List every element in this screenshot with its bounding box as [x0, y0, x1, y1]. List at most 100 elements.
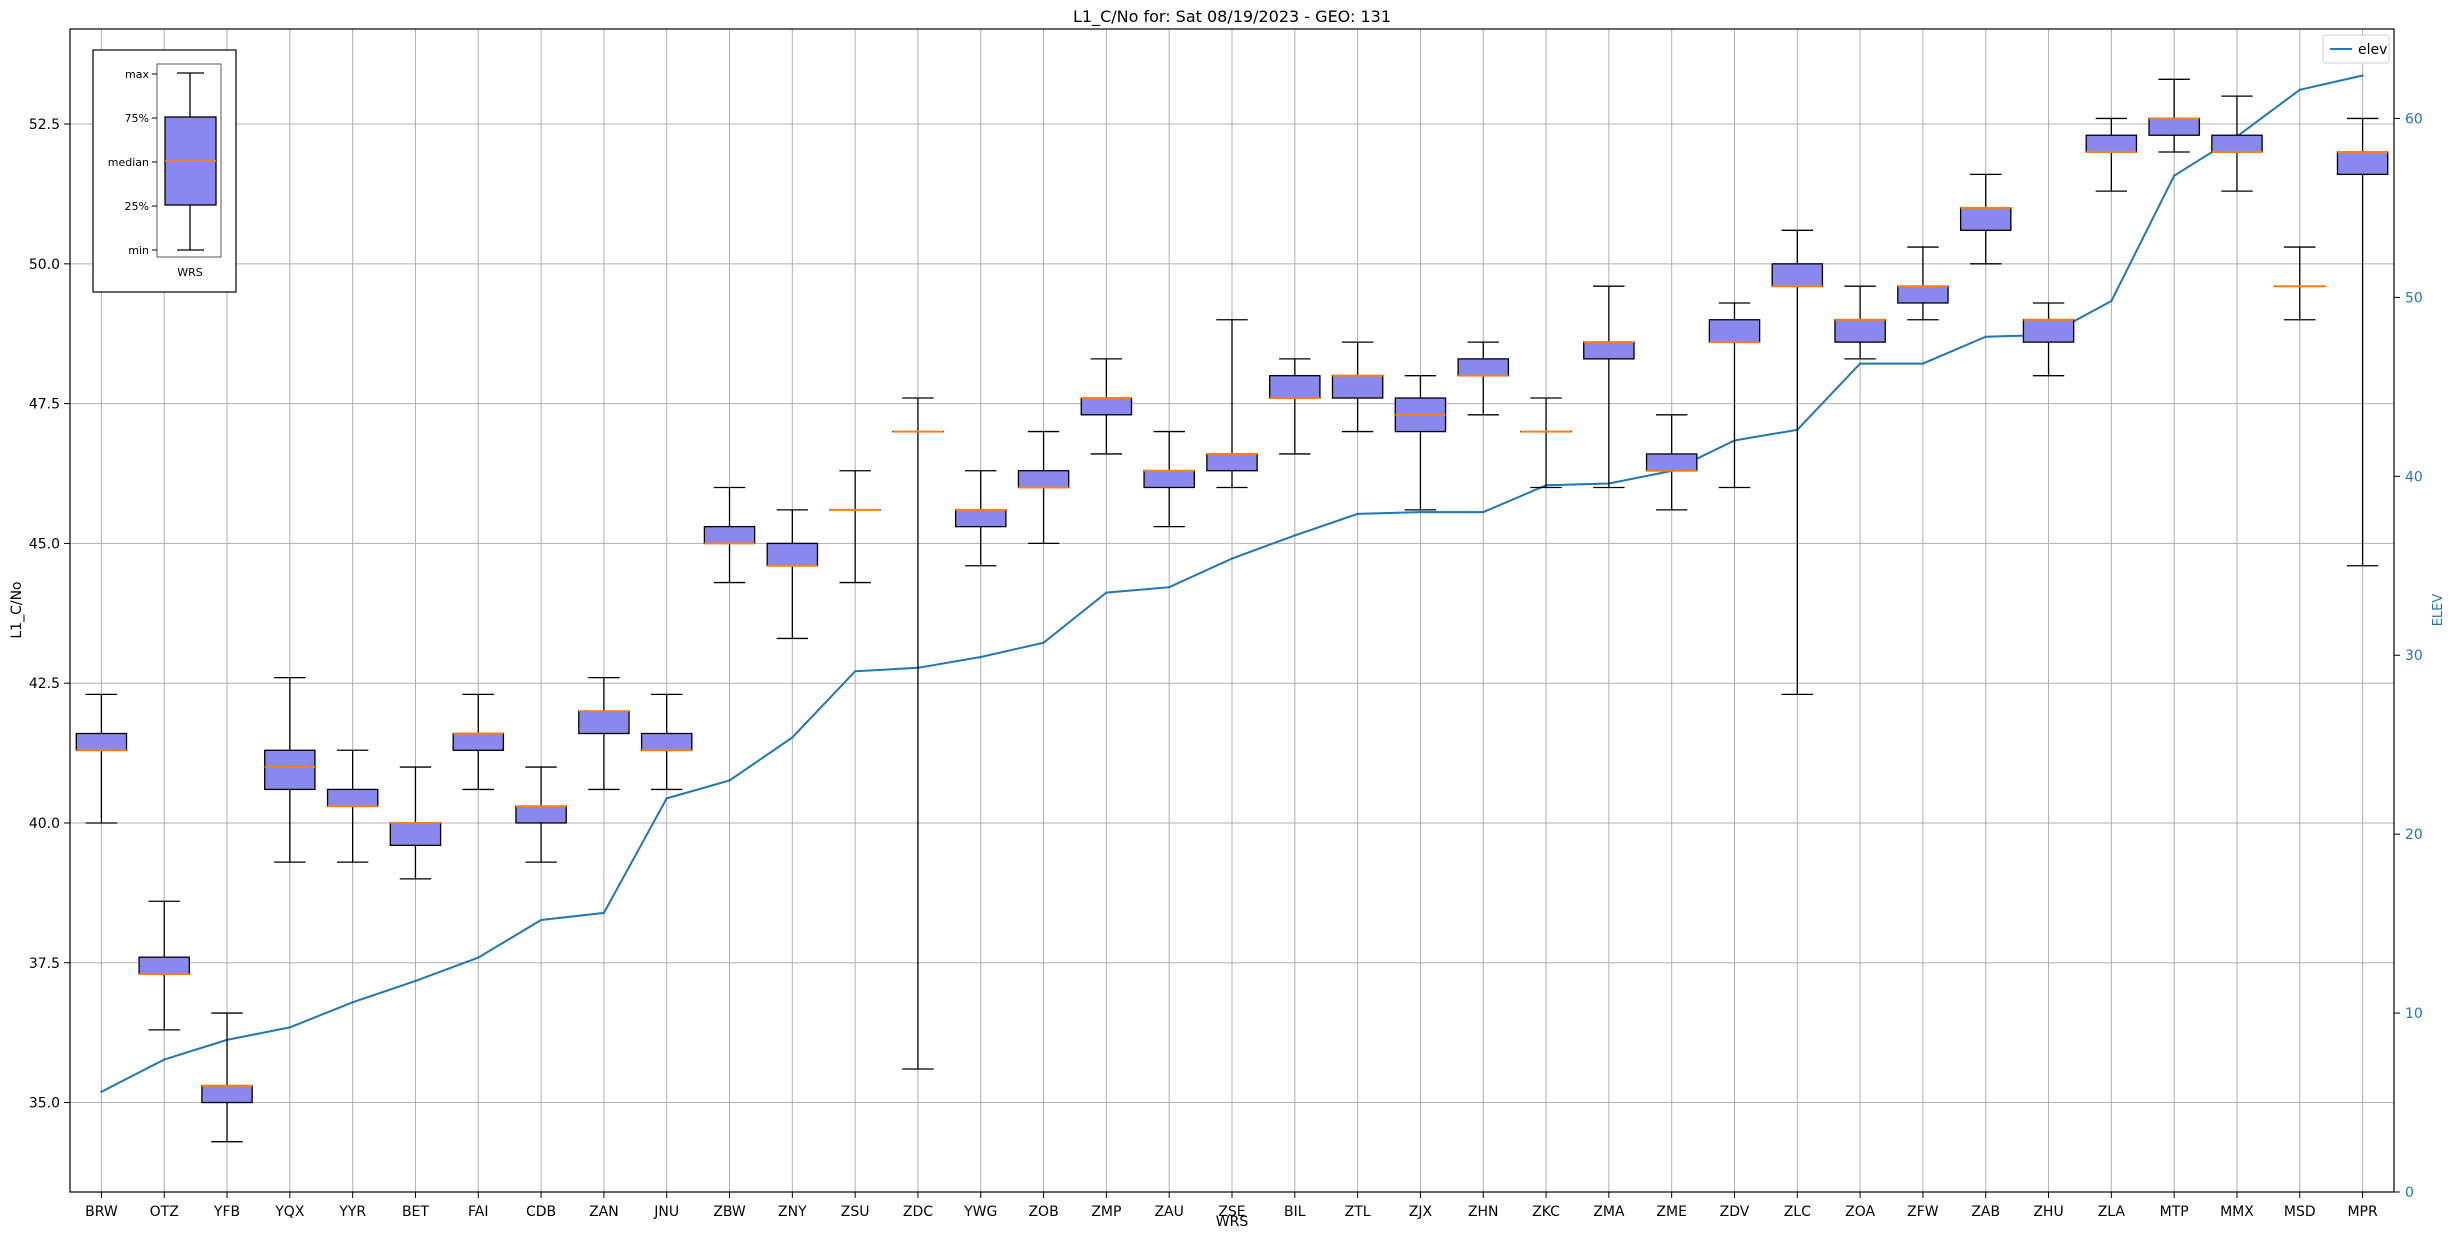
box-iqr: [1709, 320, 1759, 342]
box-iqr: [956, 510, 1006, 527]
box-iqr: [1270, 376, 1320, 398]
y2-axis-label: ELEV: [2431, 594, 2446, 627]
elev-point: [100, 1091, 102, 1093]
elev-point: [1859, 362, 1861, 364]
x-tick-label: BRW: [85, 1204, 118, 1220]
box-iqr: [2337, 152, 2387, 174]
box-iqr: [265, 750, 315, 789]
elev-point: [540, 919, 542, 921]
y-tick-label: 35.0: [29, 1096, 60, 1112]
box-iqr: [1584, 342, 1634, 359]
x-tick-label: ZJX: [1409, 1204, 1433, 1220]
x-tick-label: ZLA: [2098, 1204, 2126, 1220]
elev-point: [1985, 336, 1987, 338]
elev-point: [289, 1026, 291, 1028]
y2-tick-label: 0: [2405, 1185, 2414, 1201]
box-iqr: [1144, 471, 1194, 488]
box-iqr: [516, 806, 566, 823]
box-iqr: [2023, 320, 2073, 342]
x-tick-label: ZMA: [1593, 1204, 1625, 1220]
inset-legend: max 75% median 25% min WRS: [93, 50, 236, 292]
box-iqr: [1772, 264, 1822, 286]
y-tick-label: 40.0: [29, 816, 60, 832]
inset-label-25: 25%: [125, 200, 149, 213]
x-tick-label: ZSU: [841, 1204, 870, 1220]
elev-point: [163, 1058, 165, 1060]
elev-point: [2110, 300, 2112, 302]
box-iqr: [1018, 471, 1068, 488]
x-tick-label: ZFW: [1907, 1204, 1939, 1220]
x-tick-label: ZDC: [903, 1204, 933, 1220]
y-axis-label: L1_C/No: [9, 581, 25, 638]
x-tick-label: ZNY: [778, 1204, 807, 1220]
x-tick-label: ZOA: [1845, 1204, 1875, 1220]
x-tick-label: YQX: [274, 1204, 305, 1220]
x-tick-label: ZBW: [713, 1204, 746, 1220]
elev-point: [1294, 534, 1296, 536]
y-tick-label: 37.5: [29, 956, 60, 972]
x-tick-label: MPR: [2347, 1204, 2378, 1220]
elev-point: [1168, 586, 1170, 588]
x-tick-label: OTZ: [150, 1204, 179, 1220]
box-iqr: [704, 527, 754, 544]
inset-label-max: max: [125, 68, 149, 81]
inset-label-75: 75%: [125, 112, 149, 125]
y-tick-label: 42.5: [29, 676, 60, 692]
x-tick-label: FAI: [468, 1204, 488, 1220]
box-iqr: [767, 543, 817, 565]
box-iqr: [2149, 118, 2199, 135]
x-tick-label: YFB: [213, 1204, 240, 1220]
x-tick-label: ZMP: [1091, 1204, 1121, 1220]
legend-label-elev: elev: [2358, 42, 2387, 58]
elev-point: [854, 670, 856, 672]
box-iqr: [1458, 359, 1508, 376]
elev-point: [1922, 362, 1924, 364]
elev-point: [414, 980, 416, 982]
box-iqr: [2212, 135, 2262, 152]
elev-point: [603, 912, 605, 914]
chart-title: L1_C/No for: Sat 08/19/2023 - GEO: 131: [1073, 7, 1391, 27]
box-iqr: [1332, 376, 1382, 398]
elev-point: [980, 656, 982, 658]
x-tick-label: YYR: [338, 1204, 366, 1220]
y2-tick-label: 30: [2405, 648, 2423, 664]
elev-point: [1482, 511, 1484, 513]
elev-point: [1231, 557, 1233, 559]
x-tick-label: BET: [402, 1204, 429, 1220]
elev-point: [1419, 511, 1421, 513]
x-tick-label: ZHN: [1468, 1204, 1499, 1220]
elev-point: [1105, 591, 1107, 593]
box-iqr: [1647, 454, 1697, 471]
elev-point: [791, 736, 793, 738]
x-tick-label: ZOB: [1028, 1204, 1058, 1220]
x-axis-label: WRS: [1216, 1214, 1249, 1230]
x-tick-label: BIL: [1284, 1204, 1306, 1220]
x-tick-label: ZAB: [1971, 1204, 2000, 1220]
x-tick-label: ZTL: [1345, 1204, 1371, 1220]
y-tick-label: 52.5: [29, 117, 60, 133]
elev-point: [728, 779, 730, 781]
y2-tick-label: 60: [2405, 111, 2423, 127]
elev-point: [2299, 89, 2301, 91]
y2-tick-label: 40: [2405, 469, 2423, 485]
x-tick-label: CDB: [526, 1204, 556, 1220]
elev-point: [351, 1001, 353, 1003]
inset-xlabel: WRS: [177, 266, 203, 279]
box-iqr: [390, 823, 440, 845]
box-iqr: [76, 734, 126, 751]
box-iqr: [1081, 398, 1131, 415]
x-tick-label: MMX: [2220, 1204, 2254, 1220]
elev-point: [1356, 513, 1358, 515]
x-tick-label: MSD: [2284, 1204, 2316, 1220]
box-iqr: [1961, 208, 2011, 230]
box-iqr: [642, 734, 692, 751]
x-tick-label: ZAN: [589, 1204, 619, 1220]
y-tick-label: 50.0: [29, 257, 60, 273]
x-tick-label: ZKC: [1532, 1204, 1560, 1220]
elev-point: [477, 956, 479, 958]
x-tick-label: ZLC: [1784, 1204, 1811, 1220]
box-iqr: [328, 789, 378, 806]
